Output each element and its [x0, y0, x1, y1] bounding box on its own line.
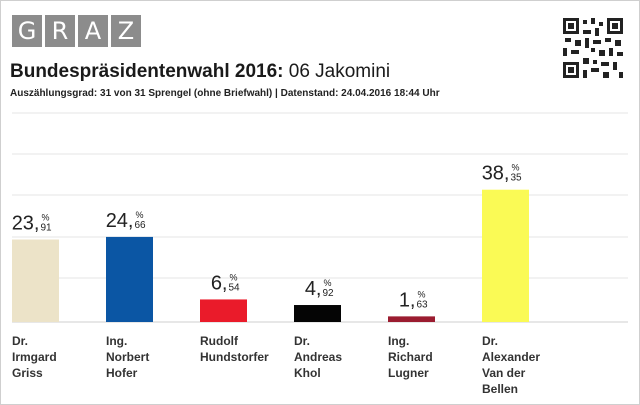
data-label-decimal: 63 — [417, 299, 429, 310]
election-title: Bundespräsidentenwahl 2016: — [10, 61, 284, 82]
data-label: 4, %92 — [305, 278, 334, 300]
candidate-label: Dr. Andreas Khol — [294, 334, 343, 380]
count-status: Auszählungsgrad: 31 von 31 Sprengel (ohn… — [10, 88, 440, 99]
data-label-decimal: 66 — [135, 220, 147, 231]
data-label: 24, %66 — [106, 210, 146, 232]
bar — [482, 189, 529, 322]
data-label-decimal: 92 — [323, 288, 335, 299]
data-label-percent: % — [324, 278, 332, 288]
data-label-decimal: 35 — [511, 173, 523, 184]
data-label: 38, %35 — [482, 163, 522, 185]
data-label-percent: % — [418, 289, 426, 299]
bar — [12, 239, 59, 322]
data-label-integer: 1, — [399, 289, 416, 311]
graz-logo: G R A Z — [12, 15, 141, 47]
candidate-label: Ing. Richard Lugner — [388, 334, 433, 380]
data-label-percent: % — [136, 210, 144, 220]
data-label-integer: 24, — [106, 210, 134, 232]
candidate-label: Rudolf Hundstorfer — [200, 334, 269, 364]
logo-letter: A — [78, 15, 108, 47]
logo-letter: R — [45, 15, 75, 47]
data-label-percent: % — [230, 272, 238, 282]
qr-code-icon — [563, 18, 623, 78]
data-label-decimal: 91 — [41, 223, 53, 234]
data-label-integer: 6, — [211, 272, 228, 294]
data-label: 6, %54 — [211, 272, 240, 294]
data-label: 1, %63 — [399, 289, 428, 311]
logo-letter: G — [12, 15, 42, 47]
bar — [200, 299, 247, 322]
bar — [388, 316, 435, 322]
candidate-label: Ing. Norbert Hofer — [106, 334, 150, 380]
candidate-label: Dr. Irmgard Griss — [12, 334, 57, 380]
logo-letter: Z — [111, 15, 141, 47]
data-label-integer: 38, — [482, 163, 510, 185]
data-label-percent: % — [512, 163, 520, 173]
data-label-integer: 4, — [305, 278, 322, 300]
district-name: 06 Jakomini — [283, 61, 391, 82]
bar — [106, 236, 153, 322]
data-label: 23, %91 — [12, 213, 52, 235]
data-label-integer: 23, — [12, 213, 40, 235]
data-label-decimal: 54 — [229, 282, 241, 293]
candidate-label: Dr. Alexander Van der Bellen — [482, 334, 541, 396]
data-label-percent: % — [42, 213, 50, 223]
bar — [294, 305, 341, 322]
chart-title: Bundespräsidentenwahl 2016: 06 Jakomini — [10, 61, 390, 83]
